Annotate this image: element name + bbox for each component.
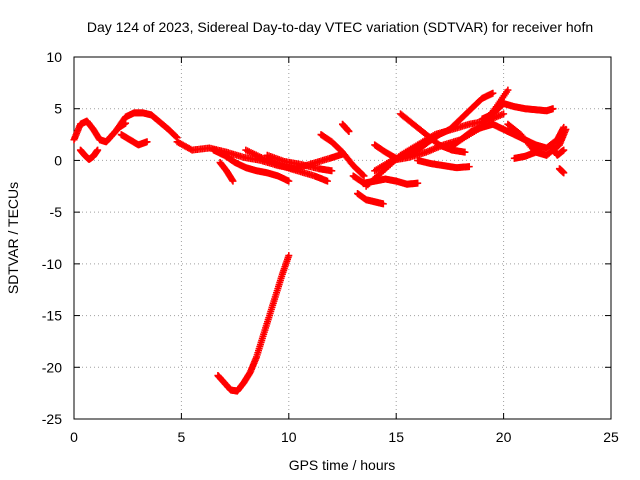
y-tick-label: -20 — [42, 359, 62, 375]
series-arc-23 — [510, 148, 551, 162]
series-arc-13 — [354, 190, 387, 208]
data-point — [285, 177, 293, 185]
data-point — [500, 110, 508, 118]
y-tick-label: -15 — [42, 308, 62, 324]
y-tick-labels: -25 -20 -15 -10 -5 0 5 10 — [42, 49, 62, 427]
data-point — [94, 146, 102, 154]
data-point — [328, 167, 336, 175]
x-tick-label: 0 — [70, 429, 78, 445]
series-arc-18 — [414, 156, 473, 172]
x-tick-label: 25 — [603, 429, 619, 445]
series-arc-11 — [339, 120, 353, 135]
y-tick-label: -10 — [42, 256, 62, 272]
chart-title: Day 124 of 2023, Sidereal Day-to-day VTE… — [87, 19, 593, 35]
series-arc-6 — [210, 146, 293, 185]
series-arc-3 — [113, 109, 181, 142]
x-tick-label: 15 — [388, 429, 404, 445]
data-point — [360, 172, 368, 180]
x-tick-labels: 0 5 10 15 20 25 — [70, 429, 619, 445]
y-tick-label: -25 — [42, 411, 62, 427]
x-axis-label: GPS time / hours — [289, 457, 396, 473]
series-arc-8 — [242, 146, 331, 185]
data-point — [543, 151, 551, 159]
x-tick-label: 5 — [178, 429, 186, 445]
data-point — [549, 105, 557, 113]
data-point — [562, 125, 570, 133]
x-tick-label: 20 — [496, 429, 512, 445]
y-axis-label: SDTVAR / TECUs — [5, 182, 21, 294]
data-point — [461, 148, 469, 156]
series-arc-10 — [317, 131, 368, 180]
data-point — [560, 146, 568, 154]
y-tick-label: 5 — [54, 101, 62, 117]
data-point — [504, 86, 512, 94]
data-point — [285, 252, 293, 260]
data-point — [560, 169, 568, 177]
series-arc-7 — [216, 158, 237, 185]
data-point — [229, 177, 237, 185]
data-point — [489, 89, 497, 97]
data-point — [143, 138, 151, 146]
y-tick-label: 0 — [54, 152, 62, 168]
data-point — [414, 179, 422, 187]
series-arc-2 — [76, 146, 102, 163]
series-arc-4 — [117, 131, 151, 149]
data-point — [323, 177, 331, 185]
data-point — [379, 200, 387, 208]
data-point — [172, 133, 180, 141]
series-arc-25 — [555, 165, 568, 177]
axis-ticks — [73, 56, 612, 420]
series-arc-9 — [263, 151, 336, 175]
plot-frame — [73, 56, 612, 420]
data-point — [359, 171, 367, 179]
data-point — [345, 127, 353, 135]
y-tick-label: -5 — [50, 204, 63, 220]
data-point — [465, 163, 473, 171]
series-arc-20 — [478, 100, 557, 123]
x-tick-label: 10 — [281, 429, 297, 445]
y-tick-label: 10 — [46, 49, 62, 65]
series-arc-26 — [214, 252, 293, 395]
series-arc-24 — [547, 141, 568, 159]
data-points — [70, 86, 570, 395]
